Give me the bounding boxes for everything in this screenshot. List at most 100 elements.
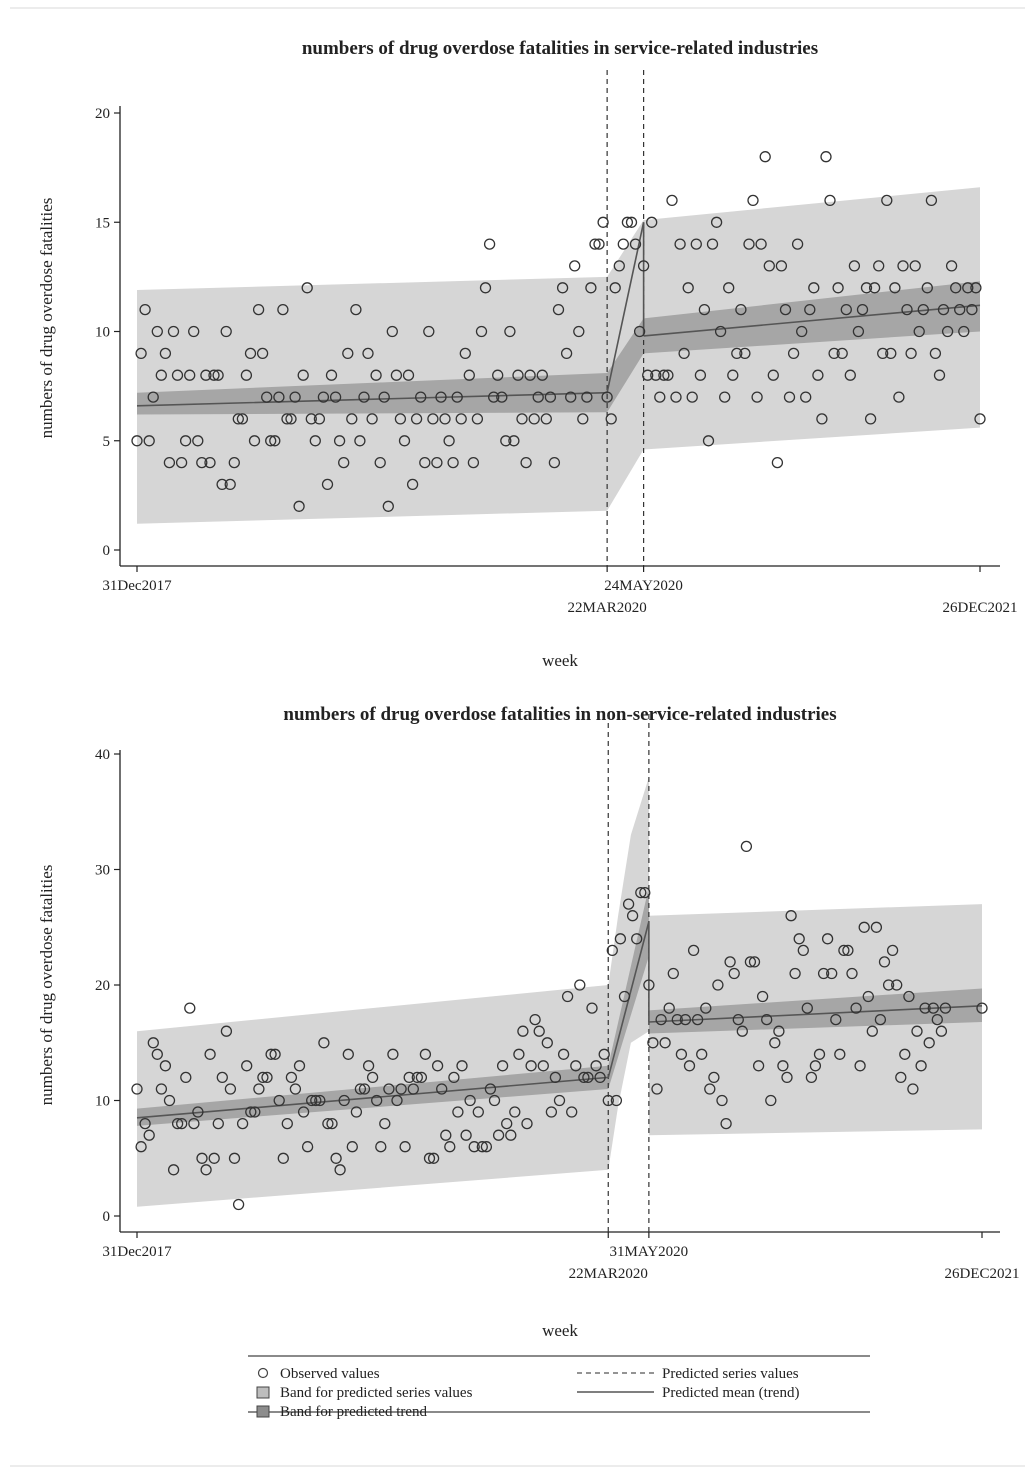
observed-point (915, 1060, 927, 1072)
observed-point (131, 1083, 143, 1095)
observed-point (613, 260, 625, 272)
observed-point (488, 1094, 501, 1107)
observed-point (496, 391, 508, 403)
observed-point (747, 194, 759, 207)
observed-point (480, 1141, 493, 1153)
observed-point (427, 1152, 440, 1164)
y-tick-label: 30 (95, 863, 110, 879)
x-tick-label: 26DEC2021 (943, 600, 1018, 616)
observed-point (342, 1048, 354, 1060)
observed-point (683, 1060, 696, 1072)
observed-point (492, 369, 504, 381)
observed-point (625, 216, 638, 228)
observed-point (911, 1025, 923, 1037)
observed-point (143, 1129, 155, 1141)
observed-point (297, 369, 309, 381)
observed-point (834, 1048, 846, 1060)
observed-point (602, 1094, 614, 1107)
observed-point (682, 282, 694, 294)
observed-point (216, 1071, 228, 1084)
observed-point (667, 967, 679, 980)
observed-point (716, 1094, 728, 1107)
y-tick-label: 40 (95, 747, 110, 763)
predicted-mean-line (643, 304, 981, 337)
observed-point (492, 1129, 505, 1141)
observed-point (297, 1106, 310, 1118)
predicted-mean-line (136, 921, 650, 1119)
observed-point (545, 1106, 558, 1118)
observed-point (639, 886, 651, 899)
observed-point (383, 1083, 395, 1095)
observed-point (212, 1117, 224, 1130)
observed-point (783, 391, 796, 403)
observed-point (544, 391, 557, 403)
observed-point (643, 979, 655, 991)
observed-point (719, 391, 731, 403)
observed-point (427, 413, 439, 425)
y-tick-label: 15 (95, 215, 110, 231)
observed-point (748, 956, 761, 968)
observed-point (236, 413, 249, 425)
observed-point (147, 1037, 159, 1049)
observed-point (755, 238, 767, 250)
observed-point (933, 369, 946, 381)
legend: Observed values Band for predicted serie… (248, 1355, 870, 1420)
observed-point (505, 1129, 517, 1141)
observed-point (521, 1117, 533, 1130)
observed-point (184, 369, 196, 381)
y-tick-label: 10 (95, 1094, 110, 1110)
observed-point (710, 216, 723, 228)
observed-point (171, 1117, 184, 1130)
observed-point (805, 1071, 818, 1084)
observed-point (921, 282, 933, 294)
observed-point (257, 1071, 269, 1084)
observed-point (318, 1037, 330, 1049)
observed-point (897, 260, 909, 272)
observed-point (785, 910, 797, 922)
observed-point (813, 1048, 826, 1060)
observed-point (398, 435, 411, 447)
observed-point (923, 1037, 935, 1049)
observed-point (338, 1094, 350, 1107)
observed-point (621, 216, 634, 228)
observed-point (622, 898, 635, 910)
plot-area: 0 10 20 30 40 31Dec2017 31MAY2020 22MAR2020 26DE… (95, 714, 1020, 1282)
observed-point (651, 1083, 663, 1095)
observed-point (598, 1048, 610, 1060)
observed-point (882, 979, 895, 991)
observed-point (626, 910, 639, 922)
observed-point (800, 391, 812, 403)
observed-point (808, 282, 820, 294)
observed-point (678, 347, 690, 360)
x-tick-label: 31Dec2017 (102, 1244, 172, 1260)
observed-point (358, 1083, 371, 1095)
observed-point (941, 325, 954, 338)
observed-point (240, 369, 253, 381)
observed-point (293, 1060, 306, 1072)
observed-point (269, 435, 281, 447)
observed-point (447, 456, 459, 469)
observed-point (228, 456, 240, 469)
observed-point (155, 1083, 168, 1095)
observed-point (391, 1094, 403, 1107)
x-tick-label: 26DEC2021 (945, 1266, 1020, 1282)
observed-point (313, 413, 326, 425)
observed-point (467, 456, 480, 469)
observed-point (610, 1094, 623, 1107)
observed-point (204, 456, 216, 469)
observed-point (378, 391, 390, 403)
observed-point (488, 391, 500, 403)
observed-point (459, 347, 471, 360)
observed-point (212, 369, 224, 381)
observed-point (614, 933, 627, 945)
x-tick-label: 24MAY2020 (604, 578, 683, 594)
observed-point (686, 391, 698, 403)
observed-point (334, 1164, 346, 1176)
observed-point (870, 921, 883, 933)
observed-point (860, 282, 873, 294)
observed-point (590, 1060, 602, 1072)
observed-point (838, 944, 850, 957)
observed-point (516, 413, 528, 425)
observed-point (775, 260, 788, 272)
observed-point (560, 347, 573, 360)
